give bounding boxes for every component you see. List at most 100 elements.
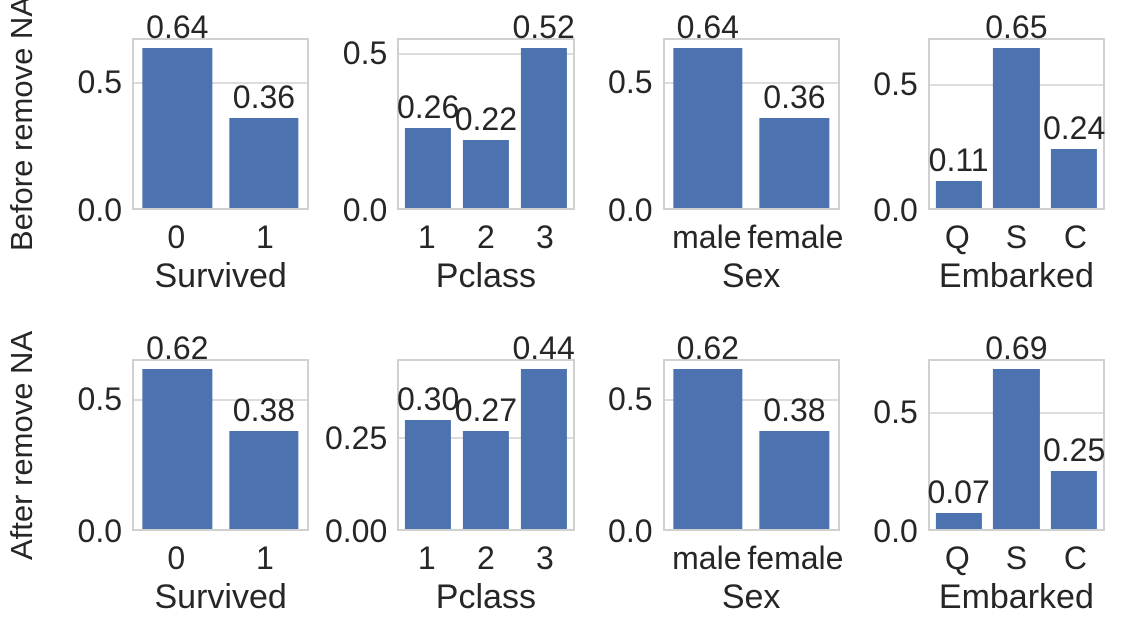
bar-slot: 0.38 [221, 361, 308, 529]
bar-0 [142, 48, 212, 208]
y-tick-label: 0.25 [324, 419, 388, 456]
y-tick-label: 0.0 [608, 513, 653, 549]
x-axis-label: Embarked [938, 257, 1094, 295]
x-tick-label: female [747, 540, 844, 576]
x-tick-label: 3 [536, 540, 554, 576]
x-tick-row: 1 2 3 [397, 219, 574, 255]
subplot-sex-row1: 0.0 0.5 0.62 0.38 male female Sex [575, 321, 844, 642]
bar-1 [229, 430, 299, 529]
x-axis-label: Survived [154, 257, 287, 295]
y-tick-label: 0.0 [77, 513, 122, 549]
plot-column: 0.64 0.36 0 1 Survived [132, 0, 310, 321]
y-tick-label: 0.5 [342, 34, 388, 71]
bar-value-label: 0.36 [763, 79, 826, 115]
bar-slot: 0.38 [751, 361, 838, 529]
bar-value-label: 0.65 [985, 9, 1048, 45]
bar-value-label: 0.07 [927, 473, 990, 510]
bar-value-label: 0.44 [512, 330, 575, 366]
chart-row-after-remove-na: After remove NA 0.0 0.5 0.62 0.38 0 1 Survived… [0, 321, 1105, 642]
bar-S [993, 48, 1040, 208]
bar-S [993, 369, 1040, 529]
gridline [399, 53, 573, 56]
x-axis-label: Sex [721, 257, 781, 295]
plot-area: 0.30 0.27 0.44 [396, 332, 575, 531]
bar-1 [229, 118, 299, 208]
gridline [134, 398, 308, 401]
bar-slot: 0.26 [396, 40, 460, 208]
subplot-survived-row1: 0.0 0.5 0.62 0.38 0 1 Survived [44, 321, 310, 642]
x-tick-label: Q [944, 219, 970, 255]
gridline [134, 82, 308, 84]
bar-female [759, 430, 830, 529]
y-tick-label: 0.0 [873, 192, 918, 228]
bar-0 [142, 369, 212, 529]
x-tick-label: C [1063, 219, 1088, 255]
x-axis-label: Sex [721, 578, 781, 616]
x-tick-label: 1 [417, 540, 436, 576]
bar-slot: 0.36 [751, 40, 838, 208]
bar-slot: 0.30 [396, 361, 460, 529]
subplot-embarked-row1: 0.0 0.5 0.07 0.69 0.25 Q S C Embarked [840, 321, 1105, 642]
bar-value-label: 0.25 [1042, 432, 1106, 469]
plot-area: 0.07 0.69 0.25 [927, 332, 1106, 531]
y-tick-label: 0.5 [608, 380, 653, 417]
subplot-pclass-row1: 0.00 0.25 0.30 0.27 0.44 1 2 3 Pclass [309, 321, 575, 642]
bar-slot: 0.27 [454, 361, 518, 529]
bar-slot: 0.65 [985, 11, 1048, 208]
bar-value-label: 0.27 [454, 391, 518, 428]
subplot-survived-row0: 0.0 0.5 0.64 0.36 0 1 Survived [44, 0, 310, 321]
y-tick-column: 0.0 0.5 [840, 38, 928, 226]
y-tick-label: 0.0 [873, 513, 918, 549]
bar-slot: 0.64 [134, 11, 221, 208]
plot-column: 0.62 0.38 male female Sex [662, 321, 844, 642]
subplot-sex-row0: 0.0 0.5 0.64 0.36 male female Sex [575, 0, 843, 321]
plot-column: 0.11 0.65 0.24 Q S C Embarked [927, 0, 1105, 321]
bar-Q [935, 180, 982, 208]
bar-slot: 0.25 [1042, 361, 1106, 529]
plot-area: 0.26 0.22 0.52 [396, 11, 575, 210]
bar-value-label: 0.30 [396, 380, 460, 417]
bar-slot: 0.11 [928, 40, 989, 208]
bar-1 [405, 128, 452, 208]
bar-value-label: 0.26 [396, 89, 460, 125]
x-tick-label: S [1005, 219, 1028, 255]
bar-value-label: 0.62 [146, 330, 209, 366]
bar-value-label: 0.11 [928, 141, 989, 178]
bar-female [759, 118, 830, 208]
x-axis-label: Pclass [435, 578, 536, 616]
bar-value-label: 0.38 [763, 391, 826, 428]
plot-column: 0.64 0.36 male female Sex [662, 0, 843, 321]
y-tick-column: 0.0 0.5 [840, 359, 928, 547]
x-tick-row: 1 2 3 [397, 540, 574, 576]
subplot-pclass-row0: 0.0 0.5 0.26 0.22 0.52 1 2 3 Pclass [309, 0, 575, 321]
plot-area: 0.64 0.36 [662, 11, 840, 210]
x-tick-label: Q [944, 540, 970, 576]
y-tick-column: 0.0 0.5 [575, 359, 663, 547]
bar-male [673, 369, 743, 529]
x-tick-label: 3 [536, 219, 554, 255]
x-tick-label: male [672, 219, 742, 255]
bar-slot: 0.52 [512, 11, 575, 208]
x-tick-row: male female [663, 219, 843, 255]
bar-C [1051, 148, 1098, 208]
bar-value-label: 0.69 [985, 330, 1048, 366]
y-tick-column: 0.0 0.5 [44, 359, 132, 547]
x-tick-label: 0 [167, 540, 186, 576]
bar-slot: 0.62 [134, 332, 221, 529]
x-tick-label: 0 [167, 219, 186, 255]
y-tick-label: 0.0 [77, 192, 122, 228]
subplots-row-0: 0.0 0.5 0.64 0.36 0 1 Survived 0.0 0.5 0.26 0.22 0.… [44, 0, 1106, 321]
bar-C [1051, 471, 1098, 529]
y-tick-column: 0.00 0.25 [309, 359, 397, 547]
plot-area: 0.62 0.38 [662, 332, 840, 531]
x-tick-label: 1 [417, 219, 436, 255]
bar-2 [462, 140, 509, 208]
chart-row-before-remove-na: Before remove NA 0.0 0.5 0.64 0.36 0 1 Survive… [0, 0, 1105, 321]
plot-column: 0.26 0.22 0.52 1 2 3 Pclass [396, 0, 575, 321]
y-tick-label: 0.5 [873, 66, 918, 102]
bar-value-label: 0.38 [232, 391, 296, 428]
